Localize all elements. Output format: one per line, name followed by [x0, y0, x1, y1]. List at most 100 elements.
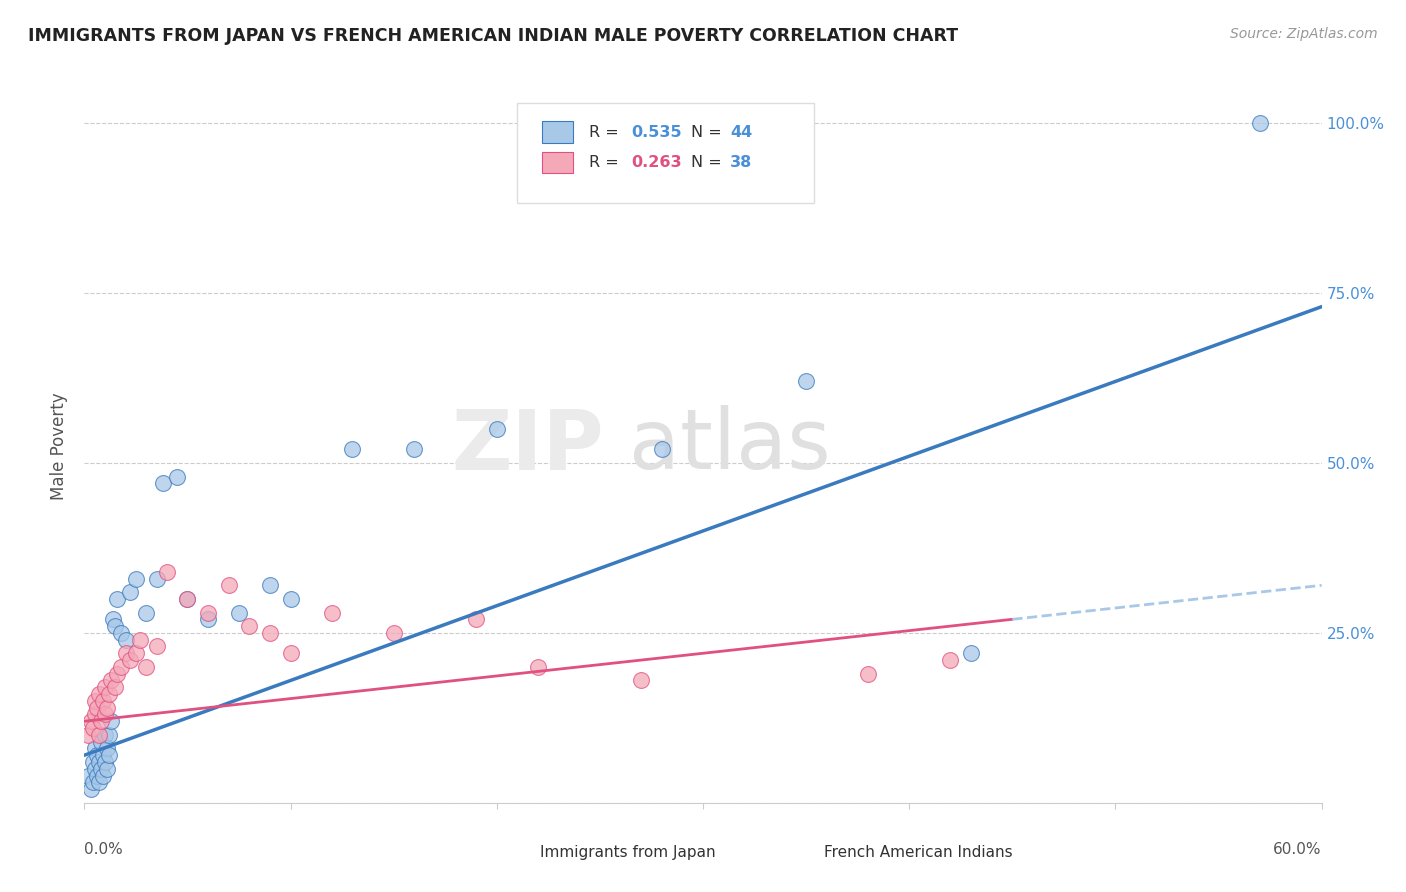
- Point: [238, 619, 260, 633]
- Point: [96, 700, 118, 714]
- Point: [82, 755, 104, 769]
- Point: [197, 606, 219, 620]
- Text: R =: R =: [589, 155, 624, 170]
- Point: [794, 375, 817, 389]
- Point: [259, 578, 281, 592]
- Text: R =: R =: [589, 125, 624, 139]
- Point: [104, 619, 127, 633]
- Y-axis label: Male Poverty: Male Poverty: [51, 392, 69, 500]
- Point: [83, 707, 105, 722]
- Point: [100, 673, 122, 688]
- Point: [86, 700, 108, 714]
- Point: [96, 762, 118, 776]
- Point: [105, 591, 128, 606]
- Point: [83, 762, 105, 776]
- Point: [960, 646, 983, 660]
- Text: IMMIGRANTS FROM JAPAN VS FRENCH AMERICAN INDIAN MALE POVERTY CORRELATION CHART: IMMIGRANTS FROM JAPAN VS FRENCH AMERICAN…: [28, 27, 959, 45]
- Point: [91, 769, 114, 783]
- Point: [91, 748, 114, 763]
- Point: [218, 578, 240, 592]
- Point: [166, 469, 188, 483]
- Point: [87, 755, 110, 769]
- Point: [103, 612, 125, 626]
- Point: [90, 734, 112, 748]
- Point: [110, 626, 132, 640]
- FancyBboxPatch shape: [505, 844, 533, 862]
- Point: [176, 591, 198, 606]
- Point: [404, 442, 426, 457]
- Point: [228, 606, 250, 620]
- Point: [176, 591, 198, 606]
- Point: [94, 755, 117, 769]
- Point: [145, 640, 167, 654]
- Text: atlas: atlas: [628, 406, 831, 486]
- Text: N =: N =: [690, 155, 727, 170]
- Point: [485, 422, 508, 436]
- Point: [87, 687, 110, 701]
- Point: [129, 632, 152, 647]
- Point: [125, 646, 148, 660]
- Point: [110, 660, 132, 674]
- Text: N =: N =: [690, 125, 727, 139]
- Point: [100, 714, 122, 729]
- Point: [83, 694, 105, 708]
- Point: [79, 782, 101, 797]
- Point: [87, 728, 110, 742]
- Point: [94, 707, 117, 722]
- FancyBboxPatch shape: [543, 152, 574, 173]
- Text: Immigrants from Japan: Immigrants from Japan: [540, 846, 716, 860]
- Point: [83, 741, 105, 756]
- Point: [87, 775, 110, 789]
- Text: 44: 44: [730, 125, 752, 139]
- Point: [96, 741, 118, 756]
- Point: [90, 762, 112, 776]
- Point: [114, 646, 136, 660]
- Point: [104, 680, 127, 694]
- Point: [280, 646, 302, 660]
- Text: French American Indians: French American Indians: [824, 846, 1012, 860]
- Point: [856, 666, 879, 681]
- Point: [79, 714, 101, 729]
- Point: [135, 660, 157, 674]
- FancyBboxPatch shape: [790, 844, 817, 862]
- Point: [94, 680, 117, 694]
- Point: [156, 565, 179, 579]
- Text: ZIP: ZIP: [451, 406, 605, 486]
- Point: [86, 748, 108, 763]
- Point: [280, 591, 302, 606]
- Point: [82, 775, 104, 789]
- Point: [118, 653, 141, 667]
- Text: 60.0%: 60.0%: [1274, 842, 1322, 857]
- Point: [342, 442, 364, 457]
- Point: [527, 660, 550, 674]
- Point: [465, 612, 488, 626]
- Point: [91, 694, 114, 708]
- Point: [98, 748, 121, 763]
- Text: 38: 38: [730, 155, 752, 170]
- Point: [630, 673, 652, 688]
- Point: [382, 626, 405, 640]
- Point: [86, 769, 108, 783]
- Point: [125, 572, 148, 586]
- FancyBboxPatch shape: [517, 103, 814, 203]
- Point: [939, 653, 962, 667]
- Text: 0.0%: 0.0%: [84, 842, 124, 857]
- Point: [651, 442, 673, 457]
- Point: [90, 714, 112, 729]
- Point: [197, 612, 219, 626]
- Point: [77, 728, 100, 742]
- Point: [77, 769, 100, 783]
- Text: 0.263: 0.263: [631, 155, 682, 170]
- Point: [105, 666, 128, 681]
- Point: [82, 721, 104, 735]
- Text: 0.535: 0.535: [631, 125, 682, 139]
- Point: [152, 476, 174, 491]
- Point: [135, 606, 157, 620]
- Point: [259, 626, 281, 640]
- Point: [98, 728, 121, 742]
- Point: [94, 728, 117, 742]
- Text: Source: ZipAtlas.com: Source: ZipAtlas.com: [1230, 27, 1378, 41]
- Point: [1249, 116, 1271, 130]
- Point: [114, 632, 136, 647]
- Point: [145, 572, 167, 586]
